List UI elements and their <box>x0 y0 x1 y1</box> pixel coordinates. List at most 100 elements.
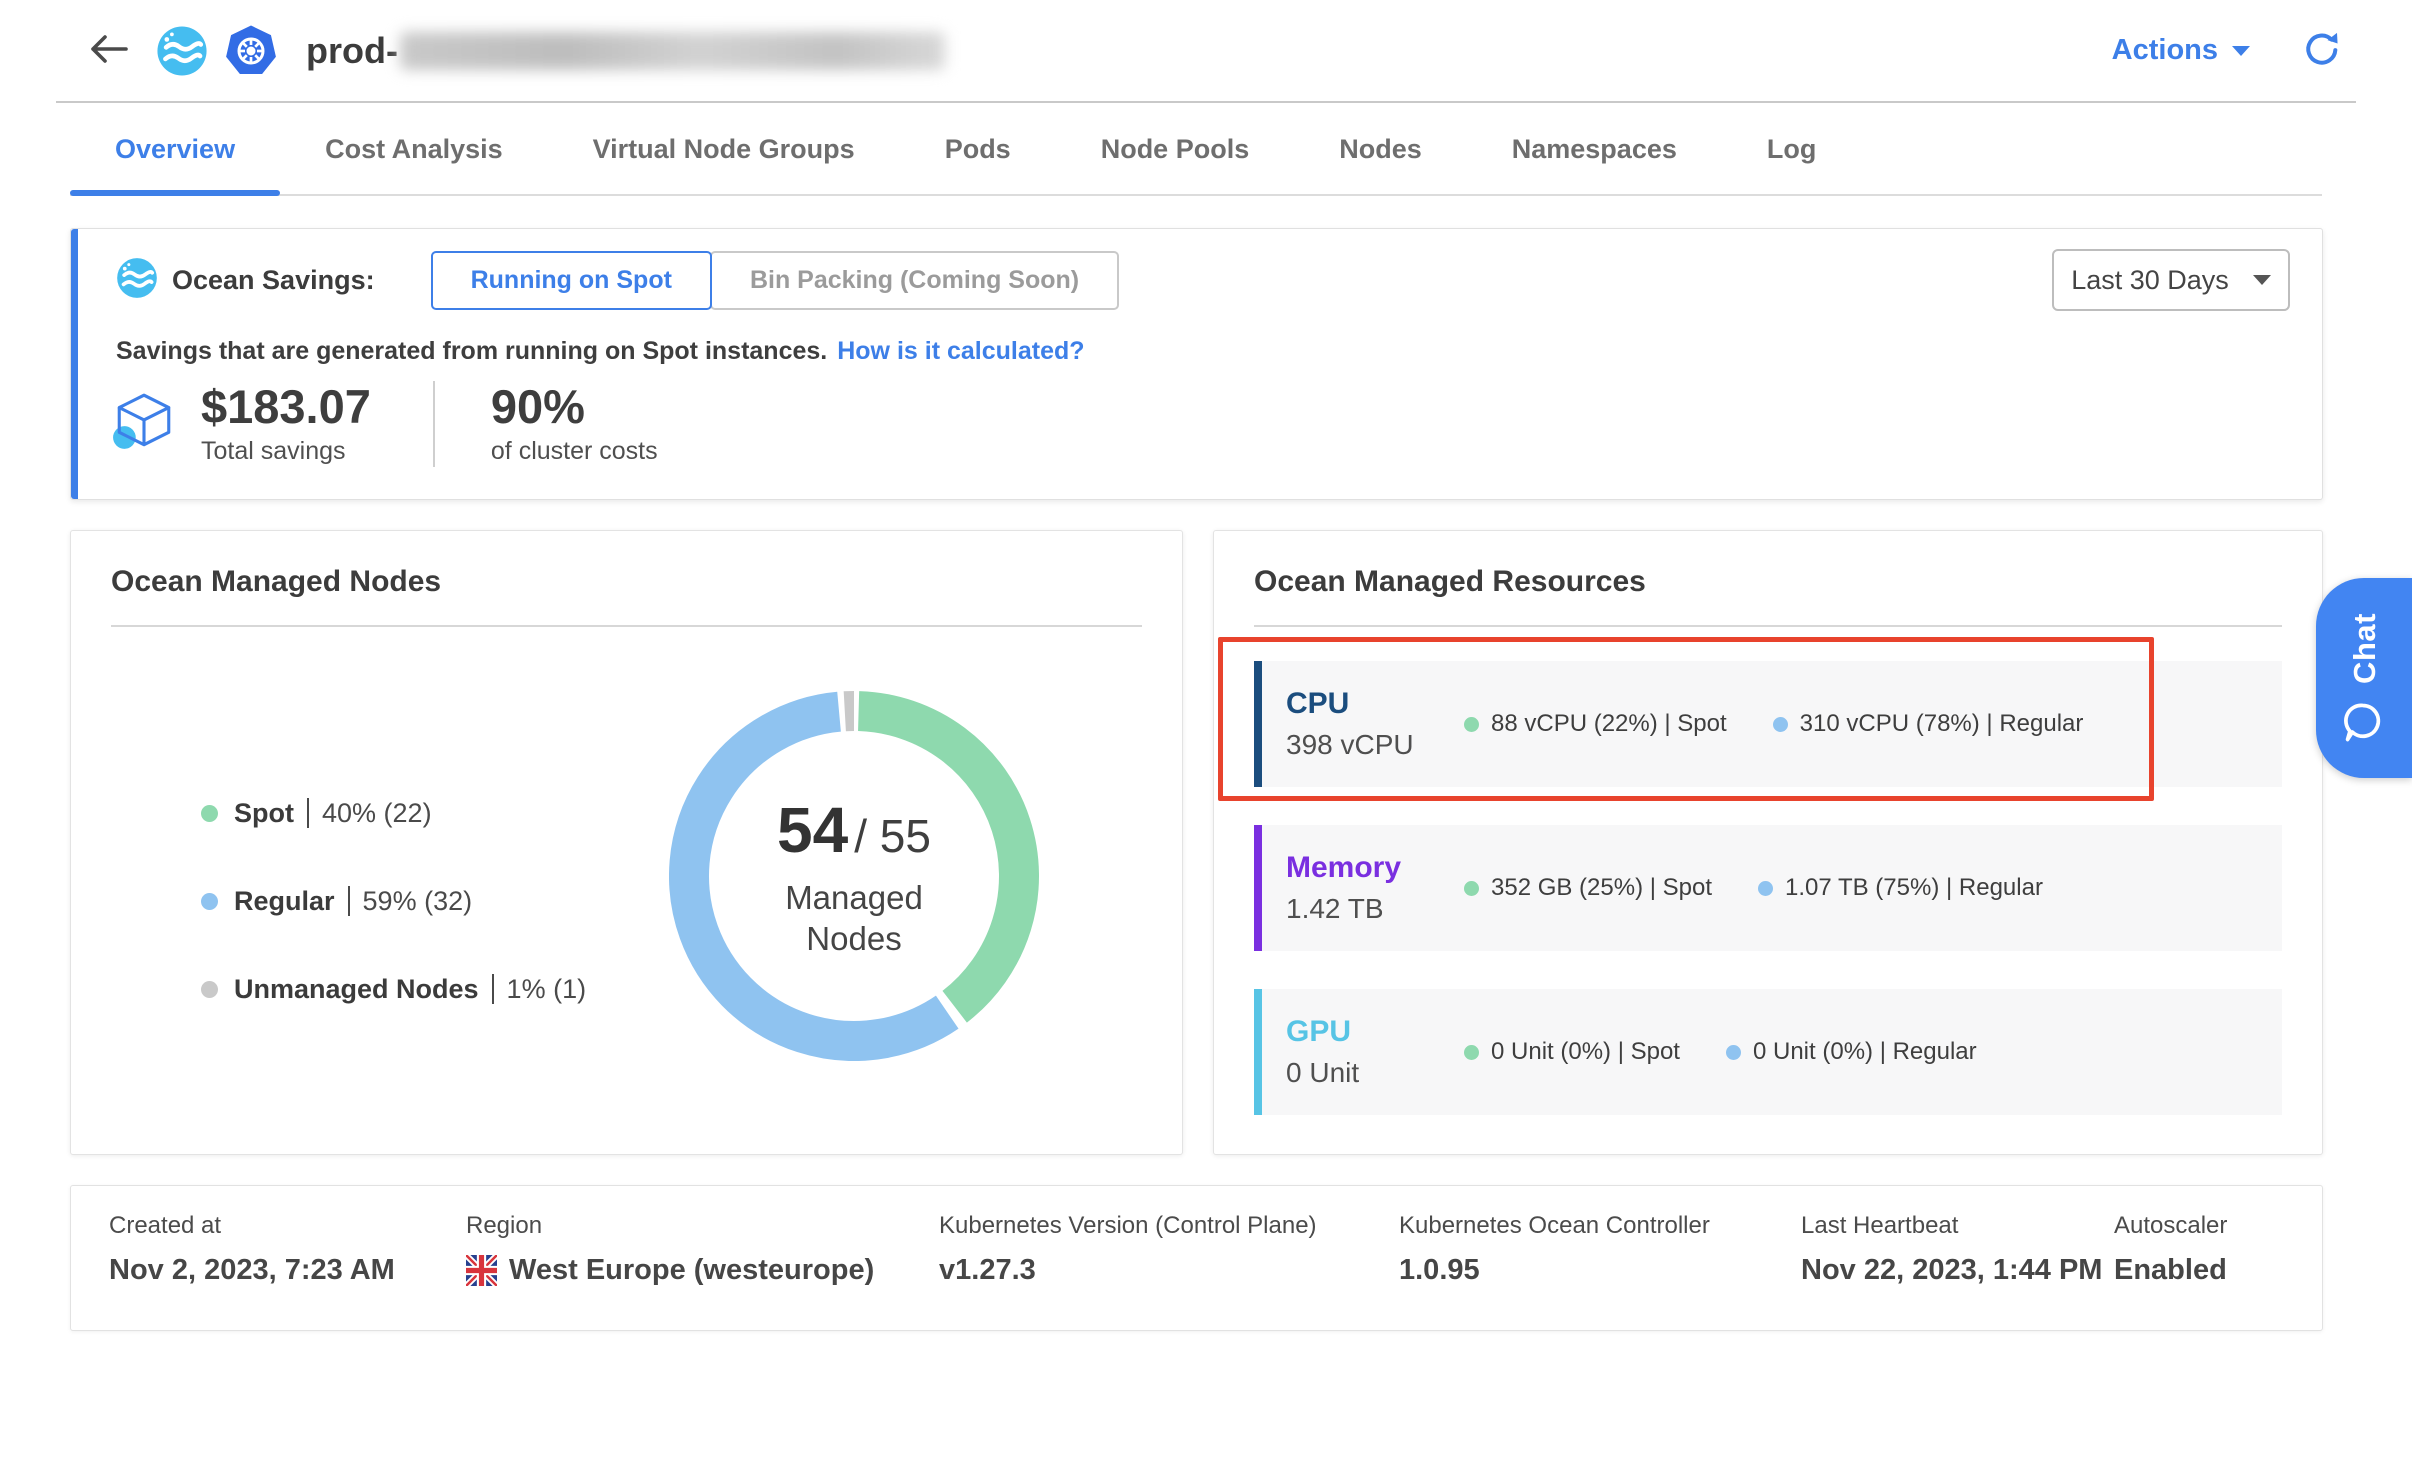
total-savings-value: $183.07 <box>201 382 371 431</box>
chat-label: Chat <box>2346 613 2382 684</box>
refresh-icon <box>2302 29 2342 72</box>
total-savings-label: Total savings <box>201 437 371 466</box>
legend-dot <box>201 893 218 910</box>
resource-name: CPU <box>1286 687 1464 721</box>
tab-label: Nodes <box>1339 134 1422 165</box>
page: prod- Actions Overview Cost Analysis Vir… <box>0 0 2412 1478</box>
savings-toggle-group: Running on Spot Bin Packing (Coming Soon… <box>431 251 1120 310</box>
stat-dot <box>1726 1045 1741 1060</box>
managed-nodes-total: / 55 <box>854 809 931 863</box>
legend-label-spot: Spot <box>234 798 294 829</box>
tab-namespaces[interactable]: Namespaces <box>1467 105 1722 194</box>
actions-menu-button[interactable]: Actions <box>2112 34 2250 67</box>
ocean-managed-resources-card: Ocean Managed Resources CPU 398 vCPU 88 … <box>1213 530 2323 1155</box>
legend-item: Unmanaged Nodes 1% (1) <box>201 973 586 1005</box>
cluster-info-kubernetes-version-control-plane: Kubernetes Version (Control Plane) <box>939 1212 1317 1287</box>
resource-stat: 1.07 TB (75%) | Regular <box>1758 874 2043 902</box>
how-calculated-link[interactable]: How is it calculated? <box>837 337 1084 366</box>
stat-text: 352 GB (25%) | Spot <box>1491 874 1712 902</box>
divider <box>492 974 494 1004</box>
info-value: 1.0.95 <box>1399 1254 1480 1287</box>
divider <box>111 625 1142 627</box>
chat-bubble-icon <box>2341 699 2388 743</box>
cluster-info-autoscaler: Autoscaler Enabled <box>2114 1212 2227 1287</box>
resource-total: 398 vCPU <box>1286 729 1464 761</box>
resource-stat: 0 Unit (0%) | Regular <box>1726 1038 1977 1066</box>
tab-log[interactable]: Log <box>1722 105 1861 194</box>
managed-nodes-count: 54 <box>777 793 848 867</box>
resource-stat: 88 vCPU (22%) | Spot <box>1464 710 1727 738</box>
managed-nodes-center-label: Managed Nodes <box>749 877 959 960</box>
tab-cost-analysis[interactable]: Cost Analysis <box>280 105 548 194</box>
legend-label-regular: Regular <box>234 886 335 917</box>
stat-dot <box>1464 717 1479 732</box>
managed-nodes-donut-chart: 54 / 55 Managed Nodes <box>669 691 1039 1061</box>
cluster-info-kubernetes-ocean-controller: Kubernetes Ocean Controller 1.0 <box>1399 1212 1710 1287</box>
info-value: v1.27.3 <box>939 1254 1036 1287</box>
nodes-legend: Spot 40% (22) Regular 59% (32) Unmanaged… <box>201 797 586 1005</box>
stat-text: 0 Unit (0%) | Spot <box>1491 1038 1680 1066</box>
chat-button[interactable]: Chat <box>2316 578 2412 778</box>
legend-value: 40% (22) <box>322 798 432 829</box>
savings-label: Ocean Savings: <box>172 265 375 296</box>
legend-value: 1% (1) <box>507 974 587 1005</box>
divider <box>307 798 309 828</box>
tab-label: Node Pools <box>1101 134 1250 165</box>
tab-bar: Overview Cost Analysis Virtual Node Grou… <box>70 105 2322 196</box>
legend-dot <box>201 805 218 822</box>
ocean-managed-nodes-card: Ocean Managed Nodes Spot 40% (22) Regula… <box>70 530 1183 1155</box>
cluster-cost-percent-value: 90% <box>491 382 658 431</box>
stat-dot <box>1773 717 1788 732</box>
resource-row-gpu: GPU 0 Unit 0 Unit (0%) | Spot 0 Unit (0%… <box>1254 989 2282 1115</box>
running-on-spot-toggle[interactable]: Running on Spot <box>431 251 712 310</box>
resource-stat: 352 GB (25%) | Spot <box>1464 874 1712 902</box>
resource-total: 1.42 TB <box>1286 893 1464 925</box>
tab-label: Overview <box>115 134 235 165</box>
stat-dot <box>1464 881 1479 896</box>
resource-stat: 310 vCPU (78%) | Regular <box>1773 710 2084 738</box>
info-value: Nov 2, 2023, 7:23 AM <box>109 1254 395 1287</box>
legend-label-unmanaged-nodes: Unmanaged Nodes <box>234 974 479 1005</box>
resource-total: 0 Unit <box>1286 1057 1464 1089</box>
resource-accent-bar <box>1254 989 1262 1115</box>
back-button[interactable] <box>88 33 130 68</box>
kubernetes-logo-icon <box>224 24 278 78</box>
cluster-cost-percent-label: of cluster costs <box>491 437 658 466</box>
legend-item: Spot 40% (22) <box>201 797 586 829</box>
legend-value: 59% (32) <box>363 886 473 917</box>
resource-name: Memory <box>1286 851 1464 885</box>
ocean-wave-icon <box>116 257 158 304</box>
redacted-cluster-name <box>400 32 945 70</box>
top-bar: prod- Actions <box>56 0 2356 103</box>
tab-nodes[interactable]: Nodes <box>1294 105 1467 194</box>
info-label: Kubernetes Ocean Controller <box>1399 1212 1710 1240</box>
tab-label: Virtual Node Groups <box>593 134 855 165</box>
ocean-logo-icon <box>156 25 208 77</box>
tab-virtual-node-groups[interactable]: Virtual Node Groups <box>548 105 900 194</box>
info-label: Last Heartbeat <box>1801 1212 2102 1240</box>
info-label: Region <box>466 1212 874 1240</box>
cluster-info-last-heartbeat: Last Heartbeat Nov 22, 2023, 1: <box>1801 1212 2102 1287</box>
cluster-info-bar: Created at Nov 2, 2023, 7:23 AM <box>70 1185 2323 1331</box>
stat-text: 310 vCPU (78%) | Regular <box>1800 710 2084 738</box>
cluster-info-region: Region West Europe (westeurope) <box>466 1212 874 1287</box>
resource-accent-bar <box>1254 661 1262 787</box>
chevron-down-icon <box>2253 275 2271 285</box>
period-dropdown[interactable]: Last 30 Days <box>2052 249 2290 311</box>
tab-node-pools[interactable]: Node Pools <box>1056 105 1295 194</box>
tab-label: Pods <box>945 134 1011 165</box>
bin-packing-toggle[interactable]: Bin Packing (Coming Soon) <box>710 251 1119 310</box>
tab-label: Namespaces <box>1512 134 1677 165</box>
refresh-button[interactable] <box>2302 29 2342 72</box>
info-value: Enabled <box>2114 1254 2227 1287</box>
tab-label: Log <box>1767 134 1816 165</box>
tab-overview[interactable]: Overview <box>70 105 280 194</box>
tab-label: Cost Analysis <box>325 134 503 165</box>
legend-item: Regular 59% (32) <box>201 885 586 917</box>
info-label: Kubernetes Version (Control Plane) <box>939 1212 1317 1240</box>
stat-dot <box>1464 1045 1479 1060</box>
managed-nodes-title: Ocean Managed Nodes <box>71 531 1182 599</box>
info-label: Autoscaler <box>2114 1212 2227 1240</box>
tab-pods[interactable]: Pods <box>900 105 1056 194</box>
info-label: Created at <box>109 1212 395 1240</box>
